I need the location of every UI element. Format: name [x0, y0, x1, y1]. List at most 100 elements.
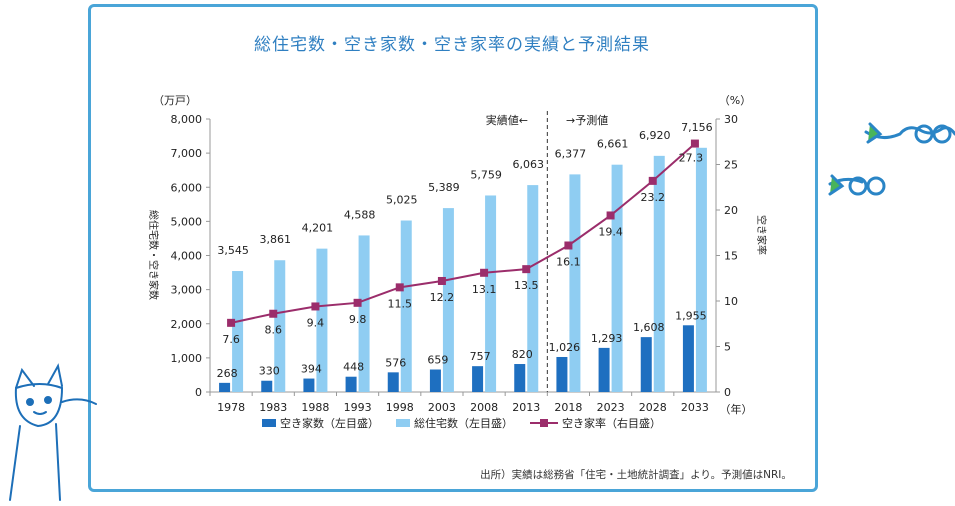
vacancy-rate-marker [480, 268, 489, 277]
bar-vacant-homes [261, 380, 273, 392]
total-data-label: 5,389 [428, 181, 460, 194]
bar-vacant-homes [219, 382, 231, 392]
total-data-label: 5,025 [386, 194, 418, 207]
bar-total-housing [695, 147, 707, 392]
rate-data-label: 7.6 [222, 333, 240, 346]
labels-layer: 268 3,545 330 3,861 394 4,201 448 4,588 576 5,025… [217, 121, 713, 380]
y-right-axis-label: 空き家率 [755, 215, 768, 255]
total-data-label: 6,920 [639, 129, 671, 142]
vacant-data-label: 576 [385, 356, 406, 369]
x-unit: （年） [720, 402, 753, 416]
bar-total-housing [569, 174, 581, 392]
bar-vacant-homes [429, 369, 441, 392]
vacant-data-label: 659 [427, 354, 448, 367]
y-left-tick-label: 4,000 [171, 250, 203, 263]
rate-data-label: 8.6 [265, 324, 283, 337]
vacant-data-label: 1,955 [675, 309, 707, 322]
bar-vacant-homes [682, 325, 694, 392]
vacant-data-label: 268 [217, 367, 238, 380]
x-tick-label: 2028 [639, 401, 667, 414]
y-left-tick-label: 3,000 [171, 284, 203, 297]
legend-marker-rate [540, 419, 548, 427]
bar-total-housing [358, 235, 370, 392]
rate-data-label: 16.1 [556, 255, 581, 268]
y-right-tick-label: 15 [724, 250, 738, 263]
ticks-layer: 0 1,000 2,000 3,000 4,000 5,000 6,000 7,000 8,00… [171, 113, 739, 414]
bar-vacant-homes [303, 378, 315, 392]
x-tick-label: 1988 [301, 401, 329, 414]
bars-layer [219, 147, 707, 392]
legend-swatch-total [396, 419, 410, 427]
x-tick-label: 2018 [554, 401, 582, 414]
total-data-label: 6,661 [597, 138, 629, 151]
fish-illustration [828, 122, 955, 196]
vacant-data-label: 1,026 [549, 341, 581, 354]
y-left-tick-label: 5,000 [171, 215, 203, 228]
bar-vacant-homes [472, 366, 484, 392]
source-note: 出所）実績は総務省「住宅・土地統計調査」より。予測値はNRI。 [480, 468, 792, 481]
legend: 空き家数（左目盛） 総住宅数（左目盛） 空き家率（右目盛） [262, 416, 661, 430]
legend-label-rate: 空き家率（右目盛） [562, 416, 661, 430]
vacant-data-label: 1,608 [633, 321, 665, 334]
y-left-tick-label: 0 [195, 386, 202, 399]
bar-total-housing [611, 164, 623, 392]
x-tick-label: 2023 [597, 401, 625, 414]
y-right-tick-label: 5 [724, 341, 731, 354]
vacancy-rate-marker [353, 298, 362, 307]
bar-total-housing [316, 248, 328, 392]
chart-title: 総住宅数・空き家数・空き家率の実績と予測結果 [254, 35, 650, 55]
total-data-label: 7,156 [681, 121, 713, 134]
bar-total-housing [442, 208, 454, 392]
rate-data-label: 11.5 [388, 297, 413, 310]
y-left-tick-label: 6,000 [171, 181, 203, 194]
line-layer [227, 139, 699, 327]
y-left-tick-label: 7,000 [171, 147, 203, 160]
bar-vacant-homes [556, 356, 568, 392]
y-right-tick-label: 30 [724, 113, 738, 126]
y-right-tick-label: 20 [724, 204, 738, 217]
y-right-tick-label: 25 [724, 159, 738, 172]
vacancy-rate-marker [522, 265, 531, 274]
vacant-data-label: 1,293 [591, 332, 623, 345]
x-tick-label: 1983 [259, 401, 287, 414]
bar-total-housing [485, 195, 497, 392]
total-data-label: 3,861 [260, 233, 292, 246]
vacancy-rate-marker [311, 302, 320, 311]
x-tick-label: 2013 [512, 401, 540, 414]
chart-frame [88, 4, 818, 492]
y-left-unit: （万戸） [153, 94, 197, 107]
x-tick-label: 1978 [217, 401, 245, 414]
y-left-tick-label: 8,000 [171, 113, 203, 126]
vacancy-rate-line [230, 142, 696, 324]
forecast-annotation: →予測値 [566, 113, 608, 127]
vacant-data-label: 330 [259, 365, 280, 378]
vacant-data-label: 820 [512, 348, 533, 361]
bar-total-housing [274, 260, 286, 392]
total-data-label: 6,377 [555, 147, 587, 160]
vacant-data-label: 448 [343, 361, 364, 374]
vacancy-rate-marker [606, 211, 615, 220]
vacancy-rate-marker [690, 139, 699, 148]
vacancy-rate-marker [269, 309, 278, 318]
bar-total-housing [400, 220, 412, 392]
bar-vacant-homes [514, 364, 526, 392]
bar-vacant-homes [387, 372, 399, 392]
bar-vacant-homes [598, 347, 610, 392]
legend-swatch-vacant [262, 419, 276, 427]
vacant-data-label: 394 [301, 363, 322, 376]
rate-data-label: 13.5 [514, 279, 539, 292]
y-left-axis-label: 総住宅数・空き家数 [147, 210, 160, 300]
vacancy-rate-marker [564, 241, 573, 250]
y-right-tick-label: 10 [724, 295, 738, 308]
vacancy-rate-marker [227, 318, 236, 327]
actual-annotation: 実績値← [486, 113, 528, 127]
bar-vacant-homes [640, 337, 652, 392]
vacant-data-label: 757 [470, 350, 491, 363]
rate-data-label: 9.8 [349, 313, 367, 326]
total-data-label: 3,545 [217, 244, 249, 257]
legend-label-vacant: 空き家数（左目盛） [280, 416, 379, 430]
rate-data-label: 13.1 [472, 283, 497, 296]
y-right-unit: （%） [719, 94, 751, 107]
vacancy-rate-marker [437, 276, 446, 285]
